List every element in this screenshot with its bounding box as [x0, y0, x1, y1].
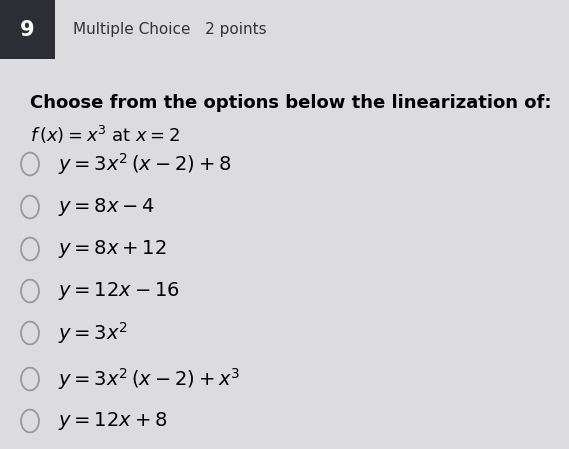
Text: $y = 3x^2$: $y = 3x^2$: [58, 320, 128, 346]
Text: $y = 8x - 4$: $y = 8x - 4$: [58, 196, 155, 218]
Text: $y = 8x + 12$: $y = 8x + 12$: [58, 238, 167, 260]
Text: Multiple Choice   2 points: Multiple Choice 2 points: [73, 22, 267, 37]
Text: Choose from the options below the linearization of:: Choose from the options below the linear…: [30, 94, 551, 112]
Text: $y = 3x^2\,(x - 2) + 8$: $y = 3x^2\,(x - 2) + 8$: [58, 151, 232, 177]
FancyBboxPatch shape: [0, 0, 55, 59]
Text: $f\,(x) = x^3$ at $x = 2$: $f\,(x) = x^3$ at $x = 2$: [30, 124, 180, 146]
Text: 9: 9: [20, 19, 35, 40]
Text: $y = 12x - 16$: $y = 12x - 16$: [58, 280, 180, 302]
Text: $y = 3x^2\,(x - 2) + x^3$: $y = 3x^2\,(x - 2) + x^3$: [58, 366, 240, 392]
Text: $y = 12x + 8$: $y = 12x + 8$: [58, 410, 167, 432]
